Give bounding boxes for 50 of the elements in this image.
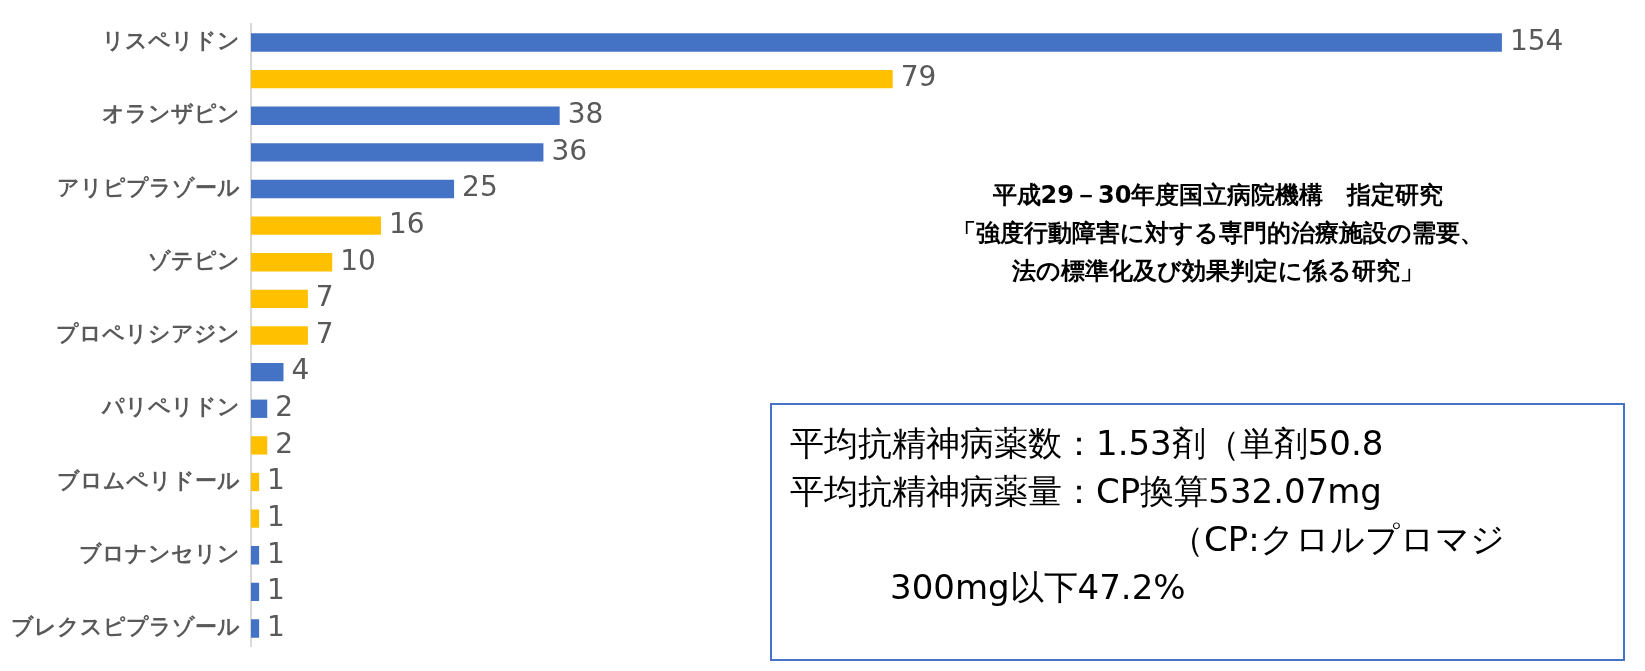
bar bbox=[251, 472, 260, 492]
annotation: 平均抗精神病薬量：CP換算532.07mg bbox=[790, 470, 1383, 513]
y-tick-label: ブロナンセリン bbox=[79, 540, 240, 566]
bar bbox=[251, 179, 455, 199]
bar bbox=[251, 582, 260, 602]
annotation: （CP:クロルプロマジ bbox=[1169, 518, 1506, 561]
data-label: 79 bbox=[900, 60, 937, 94]
bar bbox=[251, 106, 560, 125]
data-label: 10 bbox=[340, 243, 376, 277]
y-tick-label: プロペリシアジン bbox=[56, 321, 240, 347]
data-label: 1 bbox=[267, 499, 285, 533]
data-label: 2 bbox=[275, 390, 294, 424]
data-label: 25 bbox=[462, 170, 498, 204]
data-label: 154 bbox=[1509, 23, 1564, 57]
y-tick-label: オランザピン bbox=[102, 101, 240, 127]
data-label: 38 bbox=[567, 97, 604, 131]
data-label: 7 bbox=[315, 280, 334, 314]
data-label: 1 bbox=[267, 609, 285, 643]
annotation: 平均抗精神病薬数：1.53剤（単剤50.8 bbox=[790, 422, 1385, 465]
annotation: 「強度行動障害に対する専門的治療施設の需要、 bbox=[951, 218, 1485, 249]
data-label: 36 bbox=[551, 133, 588, 167]
y-tick-label: ゾテピン bbox=[148, 247, 240, 273]
bar bbox=[251, 33, 1502, 52]
y-tick-label: パリペリドン bbox=[101, 394, 240, 420]
data-label: 7 bbox=[315, 316, 334, 350]
bar bbox=[251, 326, 308, 345]
bar bbox=[251, 143, 544, 162]
y-tick-label: リスペリドン bbox=[102, 28, 240, 54]
data-label: 2 bbox=[275, 426, 294, 460]
y-tick-label: アリピプラゾール bbox=[57, 174, 240, 200]
bar bbox=[251, 399, 268, 418]
data-label: 1 bbox=[267, 536, 285, 570]
annotation: 平成29－30年度国立病院機構 指定研究 bbox=[991, 180, 1445, 211]
bar bbox=[251, 289, 308, 309]
bar bbox=[251, 69, 893, 89]
bar bbox=[251, 253, 333, 272]
bar bbox=[251, 216, 381, 235]
y-tick-label: ブロムペリドール bbox=[57, 467, 240, 493]
bar bbox=[251, 619, 260, 638]
annotation: 法の標準化及び効果判定に係る研究」 bbox=[1011, 256, 1425, 287]
bar bbox=[251, 546, 260, 565]
bar bbox=[251, 509, 260, 528]
y-tick-label: ブレクスピプラゾール bbox=[11, 614, 240, 640]
data-label: 1 bbox=[267, 573, 285, 607]
bar bbox=[251, 436, 268, 455]
bar bbox=[251, 362, 284, 382]
data-label: 16 bbox=[388, 206, 425, 240]
data-label: 4 bbox=[291, 353, 310, 387]
annotation: 300mg以下47.2% bbox=[889, 566, 1187, 609]
data-label: 1 bbox=[267, 463, 285, 497]
